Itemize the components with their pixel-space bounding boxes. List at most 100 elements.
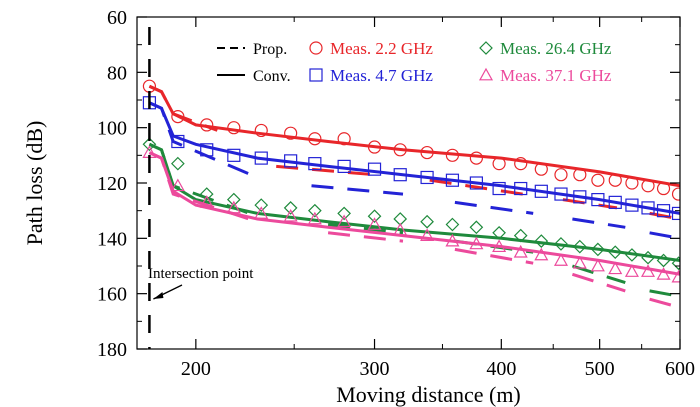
measured-point-4-7-ghz-19 <box>608 195 622 209</box>
measured-point-26-4-ghz-12 <box>469 220 484 235</box>
y-tick-label: 140 <box>97 228 127 250</box>
measured-point-4-7-ghz-21 <box>641 201 655 215</box>
measured-point-2-2-ghz-14 <box>514 157 528 171</box>
measured-point-37-1-ghz-20 <box>624 264 639 277</box>
prop-line-37-1-ghz-1 <box>327 231 404 243</box>
measured-point-2-2-ghz-2 <box>200 118 214 132</box>
measured-point-26-4-ghz-1 <box>171 156 185 171</box>
measured-point-37-1-ghz-4 <box>254 206 269 219</box>
measured-point-4-7-ghz-17 <box>573 190 587 204</box>
x-tick-label: 600 <box>665 358 695 380</box>
legend-marker-square <box>309 68 323 82</box>
measured-point-37-1-ghz-12 <box>469 236 484 250</box>
measured-point-37-1-ghz-9 <box>393 222 408 236</box>
intersection-annotation: Intersection point <box>148 266 254 300</box>
measured-point-37-1-ghz-15 <box>534 247 549 261</box>
x-tick-label: 400 <box>486 358 516 380</box>
conv-line-4-7-ghz <box>148 101 680 215</box>
prop-line-37-1-ghz-0 <box>148 151 258 224</box>
measured-point-4-7-ghz-3 <box>227 148 241 162</box>
measured-point-4-7-ghz-7 <box>337 159 351 173</box>
measured-point-26-4-ghz-18 <box>591 242 605 257</box>
measured-point-2-2-ghz-21 <box>641 179 655 193</box>
measured-point-37-1-ghz-7 <box>337 214 352 228</box>
prop-line-4-7-ghz-3 <box>572 217 626 229</box>
measured-point-2-2-ghz-10 <box>420 145 434 160</box>
measured-point-2-2-ghz-15 <box>534 162 548 176</box>
measured-point-4-7-ghz-13 <box>492 181 506 196</box>
measured-point-37-1-ghz-16 <box>553 253 569 266</box>
prop-line-26-4-ghz-4 <box>649 289 680 298</box>
legend: Prop. Conv. Meas. 2.2 GHz Meas. 26.4 GHz Mea… <box>217 39 612 85</box>
measured-point-37-1-ghz-3 <box>226 200 241 214</box>
measured-point-4-7-ghz-11 <box>445 173 460 187</box>
intersection-arrow-head <box>153 292 164 299</box>
measured-point-26-4-ghz-0 <box>142 137 157 152</box>
measured-point-37-1-ghz-19 <box>608 261 623 275</box>
prop-line-2-2-ghz-0 <box>148 84 218 132</box>
y-tick-label: 180 <box>97 339 127 361</box>
measured-point-2-2-ghz-12 <box>469 151 483 165</box>
measured-point-37-1-ghz-14 <box>513 244 528 258</box>
measured-point-2-2-ghz-13 <box>492 157 506 171</box>
measured-point-26-4-ghz-13 <box>492 225 506 240</box>
measured-point-37-1-ghz-23 <box>671 269 680 283</box>
measured-point-2-2-ghz-3 <box>227 121 241 135</box>
prop-line-4-7-ghz-2 <box>454 200 534 215</box>
y-tick-label: 160 <box>97 284 127 306</box>
measured-point-26-4-ghz-14 <box>513 228 528 243</box>
series-37-1-ghz <box>142 145 680 309</box>
measured-point-26-4-ghz-5 <box>283 201 298 215</box>
prop-line-4-7-ghz-1 <box>311 184 404 196</box>
x-tick-label: 500 <box>585 358 615 380</box>
measured-point-2-2-ghz-20 <box>625 176 639 190</box>
measured-point-26-4-ghz-19 <box>608 245 623 260</box>
measured-point-37-1-ghz-17 <box>572 255 587 269</box>
intersection-point-label: Intersection point <box>148 266 254 282</box>
measured-point-2-2-ghz-0 <box>142 79 157 93</box>
measured-point-4-7-ghz-16 <box>554 187 568 201</box>
prop-line-26-4-ghz-1 <box>327 223 404 235</box>
measured-point-37-1-ghz-13 <box>492 239 507 253</box>
measured-point-2-2-ghz-1 <box>171 109 185 124</box>
y-tick-label: 80 <box>107 62 127 84</box>
measured-point-37-1-ghz-22 <box>656 267 671 280</box>
x-tick-label: 300 <box>360 358 390 380</box>
conv-line-37-1-ghz <box>148 151 680 276</box>
measured-point-2-2-ghz-9 <box>393 143 407 157</box>
measured-point-26-4-ghz-7 <box>337 206 351 221</box>
series-4-7-ghz <box>142 96 680 240</box>
measured-point-2-2-ghz-11 <box>445 148 460 162</box>
measured-point-37-1-ghz-18 <box>590 258 605 272</box>
prop-line-2-2-ghz-2 <box>429 178 524 196</box>
measured-point-4-7-ghz-20 <box>625 198 639 212</box>
measured-point-26-4-ghz-10 <box>420 214 434 229</box>
measured-point-26-4-ghz-6 <box>307 203 322 218</box>
measured-point-4-7-ghz-8 <box>367 162 382 176</box>
measured-point-37-1-ghz-1 <box>170 178 185 192</box>
measured-point-4-7-ghz-14 <box>514 181 528 196</box>
measured-point-2-2-ghz-17 <box>573 168 587 182</box>
measured-point-2-2-ghz-5 <box>284 126 298 140</box>
legend-marker-triangle <box>478 67 494 81</box>
measured-point-4-7-ghz-23 <box>671 206 680 221</box>
measured-point-37-1-ghz-21 <box>640 264 656 277</box>
measured-point-37-1-ghz-2 <box>199 195 214 208</box>
measured-point-2-2-ghz-4 <box>254 123 268 138</box>
measured-point-2-2-ghz-16 <box>554 168 568 182</box>
measured-point-26-4-ghz-15 <box>534 234 549 248</box>
measured-point-37-1-ghz-6 <box>307 211 322 225</box>
prop-line-26-4-ghz-3 <box>571 264 626 285</box>
measured-point-4-7-ghz-22 <box>656 204 671 218</box>
conv-line-26-4-ghz <box>148 142 680 262</box>
prop-line-37-1-ghz-3 <box>571 272 626 293</box>
prop-line-37-1-ghz-4 <box>649 297 680 309</box>
measured-point-2-2-ghz-6 <box>308 132 322 146</box>
measured-point-4-7-ghz-4 <box>254 151 268 165</box>
legend-marker-circle <box>309 41 323 55</box>
y-axis-label: Path loss (dB) <box>22 121 47 246</box>
legend-label-diamond: Meas. 26.4 GHz <box>500 39 612 58</box>
prop-line-37-1-ghz-2 <box>454 247 534 265</box>
measured-point-26-4-ghz-4 <box>254 198 269 212</box>
measured-point-4-7-ghz-12 <box>469 176 483 190</box>
